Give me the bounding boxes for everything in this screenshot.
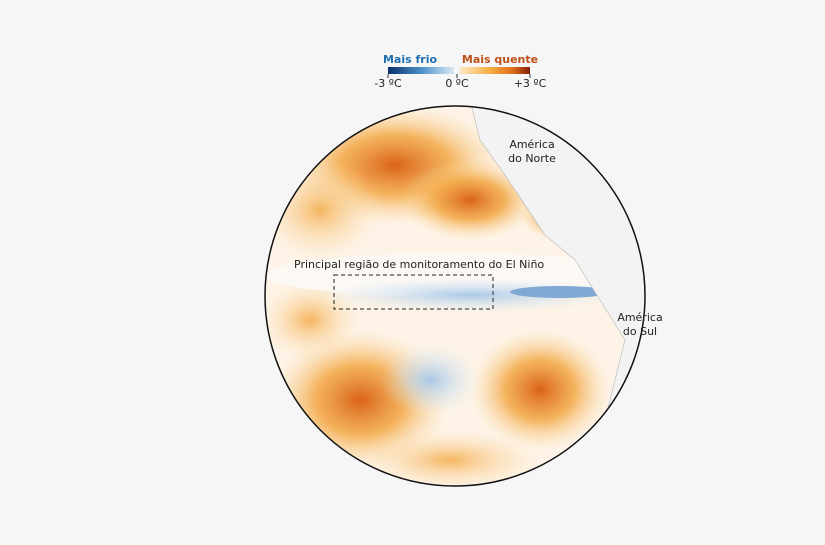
continent-label: América bbox=[509, 138, 554, 151]
continent-label: do Norte bbox=[508, 152, 556, 165]
legend-tick-label: -3 ºC bbox=[374, 77, 402, 90]
legend-warm-bar bbox=[460, 67, 530, 74]
legend-tick-label: 0 ºC bbox=[445, 77, 469, 90]
globe-outline bbox=[264, 105, 646, 487]
legend-tick-label: +3 ºC bbox=[514, 77, 547, 90]
continent-label: América bbox=[617, 311, 662, 324]
legend-cold-bar bbox=[388, 67, 454, 74]
globe bbox=[265, 106, 645, 486]
legend-warm-label: Mais quente bbox=[462, 53, 538, 66]
monitoring-box bbox=[333, 274, 494, 310]
legend-cold-label: Mais frio bbox=[383, 53, 437, 66]
continent-label: do Sul bbox=[623, 325, 657, 338]
region-label: Principal região de monitoramento do El … bbox=[294, 258, 544, 271]
